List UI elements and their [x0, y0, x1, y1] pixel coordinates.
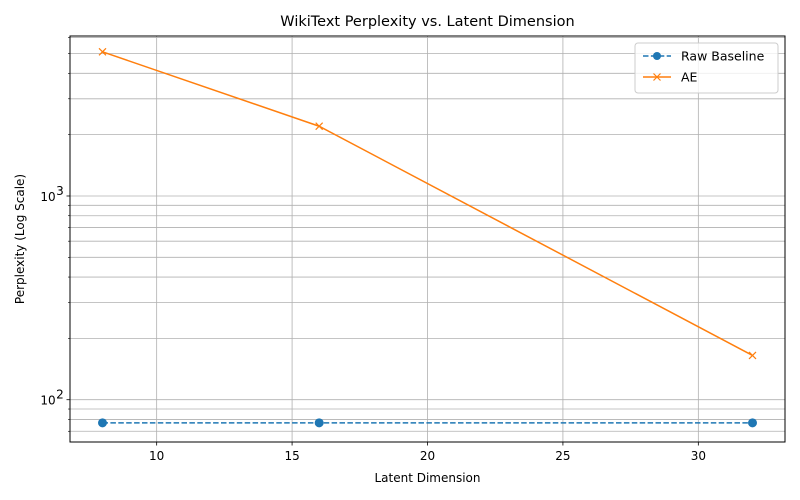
- data-point: [748, 351, 757, 360]
- x-tick-label: 15: [284, 449, 299, 463]
- y-axis-label: Perplexity (Log Scale): [13, 174, 27, 304]
- y-tick-label: 10: [40, 190, 55, 204]
- y-tick-label: 10: [40, 394, 55, 408]
- y-tick-exponent: 3: [56, 184, 64, 198]
- y-tick-exponent: 2: [56, 388, 64, 402]
- grid: [70, 36, 785, 442]
- legend-label: AE: [681, 70, 698, 85]
- data-point: [98, 47, 107, 56]
- marker-stroke: [98, 47, 107, 56]
- chart-title: WikiText Perplexity vs. Latent Dimension: [280, 14, 574, 30]
- series-layer: [98, 47, 757, 428]
- legend-marker: [653, 52, 661, 60]
- data-point: [314, 418, 324, 428]
- legend-entry: AE: [643, 70, 698, 85]
- legend-entry: Raw Baseline: [643, 49, 765, 64]
- marker-stroke: [315, 122, 324, 131]
- legend: Raw Baseline AE: [634, 42, 779, 94]
- x-tick-label: 30: [691, 449, 706, 463]
- x-axis-label: Latent Dimension: [374, 471, 480, 485]
- x-tick-label: 20: [420, 449, 435, 463]
- x-tick-label: 10: [149, 449, 164, 463]
- x-tick-label: 25: [555, 449, 570, 463]
- marker-stroke: [748, 351, 757, 360]
- data-point: [315, 122, 324, 131]
- legend-label: Raw Baseline: [681, 49, 765, 64]
- legend-marker: [653, 73, 661, 81]
- data-point: [748, 418, 757, 428]
- data-point: [98, 418, 107, 428]
